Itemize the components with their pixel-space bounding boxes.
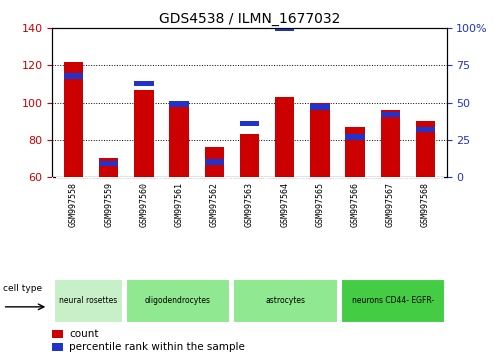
Text: GSM997558: GSM997558 [69,182,78,227]
Bar [240,134,259,177]
Bar [197,177,232,276]
Text: GSM997561: GSM997561 [175,182,184,227]
Bar [233,279,338,323]
Bar [170,101,189,107]
Bar [126,279,230,323]
Bar [381,110,400,177]
Text: astrocytes: astrocytes [265,296,305,306]
Bar [99,161,118,166]
Text: GSM997563: GSM997563 [245,182,254,227]
Bar [126,177,162,276]
Bar [64,73,83,79]
Bar [302,177,337,276]
Bar [52,330,63,338]
Text: GSM997565: GSM997565 [315,182,324,227]
Text: GSM997568: GSM997568 [421,182,430,227]
Bar [99,159,118,177]
Text: GSM997562: GSM997562 [210,182,219,227]
Text: percentile rank within the sample: percentile rank within the sample [69,342,245,352]
Text: cell type: cell type [2,284,42,293]
Text: GSM997564: GSM997564 [280,182,289,227]
Bar [232,177,267,276]
Bar [373,177,408,276]
Text: neurons CD44- EGFR-: neurons CD44- EGFR- [352,296,434,306]
Bar [416,127,435,132]
Title: GDS4538 / ILMN_1677032: GDS4538 / ILMN_1677032 [159,12,340,26]
Bar [275,25,294,31]
Text: neural rosettes: neural rosettes [59,296,117,306]
Bar [54,279,123,323]
Text: oligodendrocytes: oligodendrocytes [145,296,211,306]
Bar [205,159,224,165]
Bar [345,134,365,139]
Bar [52,343,63,351]
Text: GSM997566: GSM997566 [351,182,360,227]
Text: GSM997567: GSM997567 [386,182,395,227]
Bar [310,104,329,110]
Text: GSM997560: GSM997560 [139,182,148,227]
Bar [310,103,329,177]
Bar [162,177,197,276]
Bar [408,177,443,276]
Bar [64,62,83,177]
Bar [275,97,294,177]
Bar [134,81,154,86]
Bar [56,177,91,276]
Text: GSM997559: GSM997559 [104,182,113,227]
Bar [345,127,365,177]
Bar [91,177,126,276]
Bar [240,121,259,126]
Bar [267,177,302,276]
Bar [416,121,435,177]
Bar [134,90,154,177]
Text: count: count [69,329,98,339]
Bar [205,147,224,177]
Bar [170,101,189,177]
Bar [340,279,445,323]
Bar [381,112,400,117]
Bar [337,177,373,276]
